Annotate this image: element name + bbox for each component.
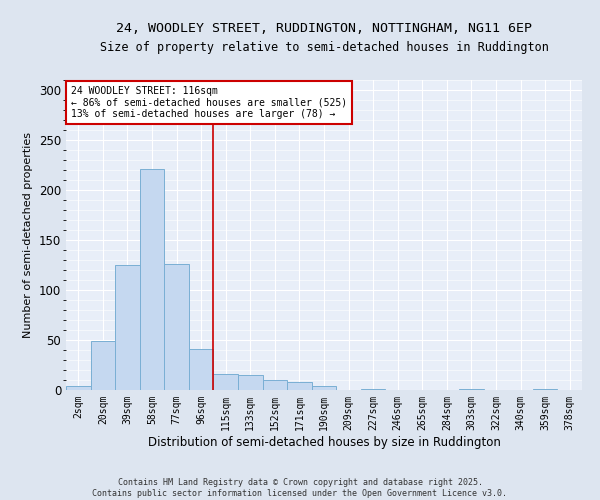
Bar bbox=[533, 389, 557, 390]
Bar bbox=[115, 265, 140, 390]
Bar bbox=[189, 349, 214, 390]
Text: 24 WOODLEY STREET: 116sqm
← 86% of semi-detached houses are smaller (525)
13% of: 24 WOODLEY STREET: 116sqm ← 86% of semi-… bbox=[71, 86, 347, 120]
Bar bbox=[140, 169, 164, 390]
Text: Contains HM Land Registry data © Crown copyright and database right 2025.
Contai: Contains HM Land Registry data © Crown c… bbox=[92, 478, 508, 498]
Bar bbox=[287, 382, 312, 390]
Bar bbox=[214, 374, 238, 390]
Bar bbox=[312, 386, 336, 390]
Bar bbox=[459, 389, 484, 390]
Bar bbox=[66, 386, 91, 390]
Text: Size of property relative to semi-detached houses in Ruddington: Size of property relative to semi-detach… bbox=[100, 41, 548, 54]
Bar bbox=[238, 375, 263, 390]
Bar bbox=[263, 380, 287, 390]
Y-axis label: Number of semi-detached properties: Number of semi-detached properties bbox=[23, 132, 34, 338]
Bar bbox=[91, 341, 115, 390]
X-axis label: Distribution of semi-detached houses by size in Ruddington: Distribution of semi-detached houses by … bbox=[148, 436, 500, 448]
Bar bbox=[164, 264, 189, 390]
Bar bbox=[361, 389, 385, 390]
Text: 24, WOODLEY STREET, RUDDINGTON, NOTTINGHAM, NG11 6EP: 24, WOODLEY STREET, RUDDINGTON, NOTTINGH… bbox=[116, 22, 532, 36]
